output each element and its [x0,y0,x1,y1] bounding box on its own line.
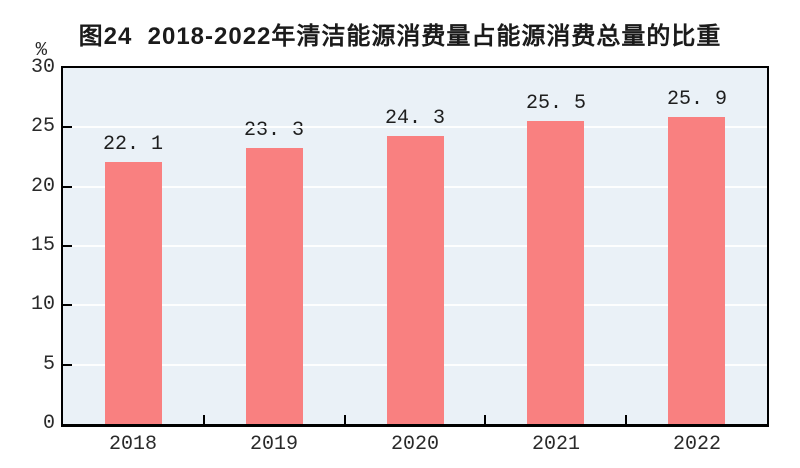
x-tick-label-2020: 2020 [390,433,440,456]
y-axis-unit-label: % [35,39,47,61]
y-axis-tick-20 [63,186,72,188]
y-tick-label-10: 10 [30,293,55,316]
x-tick-label-2018: 2018 [108,433,158,456]
bar-2021 [527,121,584,424]
y-axis-tick-25 [63,126,72,128]
x-axis-tick-2 [344,415,346,424]
plot-area [61,66,769,427]
bar-value-label-2019: 23. 3 [243,119,305,142]
y-tick-label-5: 5 [42,353,55,376]
y-tick-label-20: 20 [30,175,55,198]
bar-2018 [105,162,162,424]
y-axis-tick-15 [63,245,72,247]
x-tick-label-2022: 2022 [672,433,722,456]
bar-value-label-2020: 24. 3 [384,107,446,130]
x-axis-tick-1 [203,415,205,424]
gridline-25 [63,126,767,128]
bar-value-label-2022: 25. 9 [666,88,728,111]
x-axis-tick-4 [625,415,627,424]
bar-2019 [246,148,303,424]
y-axis-tick-10 [63,304,72,306]
y-tick-label-0: 0 [42,412,55,435]
y-tick-label-25: 25 [30,115,55,138]
bar-2020 [387,136,444,424]
chart-title: 图24 2018-2022年清洁能源消费量占能源消费总量的比重 [78,23,722,50]
x-tick-label-2019: 2019 [249,433,299,456]
bar-value-label-2021: 25. 5 [525,92,587,115]
x-axis-tick-3 [484,415,486,424]
y-axis-tick-5 [63,364,72,366]
x-tick-label-2021: 2021 [531,433,581,456]
y-tick-label-15: 15 [30,234,55,257]
y-tick-label-30: 30 [30,56,55,79]
bar-2022 [668,117,725,424]
bar-value-label-2018: 22. 1 [102,133,164,156]
